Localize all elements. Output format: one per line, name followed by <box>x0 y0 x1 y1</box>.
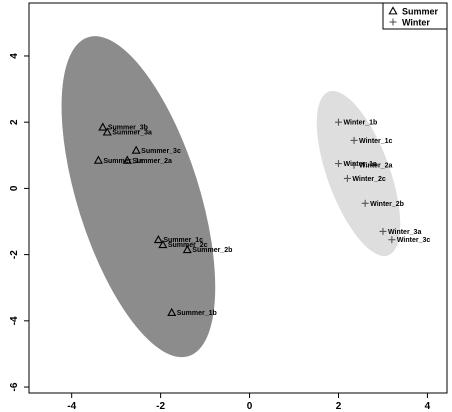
summer-point <box>122 155 132 164</box>
data-points: Summer_3bSummer_3aSummer_3cSummer_1aSumm… <box>93 118 431 317</box>
y-tick-label: -6 <box>9 382 20 391</box>
summer-point <box>158 239 168 249</box>
winter-point <box>334 160 342 168</box>
x-tick-label: 2 <box>336 401 342 412</box>
summer-point <box>93 155 103 164</box>
ellipse-winter <box>316 90 401 257</box>
winter-point <box>343 174 351 182</box>
winter-point <box>388 236 396 244</box>
point-label: Winter_3a <box>388 229 422 236</box>
x-axis: -4 -2 0 2 4 <box>67 393 431 412</box>
point-label: Winter_2b <box>370 201 404 208</box>
point-label: Winter_3c <box>397 237 431 244</box>
point-label: Winter_1b <box>343 120 377 127</box>
legend-label: Winter <box>402 18 430 28</box>
winter-point <box>350 136 358 144</box>
summer-point <box>167 307 177 316</box>
point-label: Summer_1c <box>163 237 203 244</box>
point-label: Winter_2a <box>359 163 393 170</box>
point-label: Summer_3c <box>141 148 181 155</box>
x-tick-label: -4 <box>67 401 76 412</box>
point-label: Summer_2b <box>192 247 232 254</box>
y-tick-label: 2 <box>9 119 20 125</box>
summer-point <box>153 234 163 244</box>
point-label: Summer_3a <box>112 130 152 137</box>
summer-point <box>131 145 141 154</box>
point-label: Summer_2c <box>168 242 208 249</box>
winter-point <box>334 118 342 126</box>
point-label: Winter_2c <box>352 176 386 183</box>
summer-point <box>98 122 108 131</box>
point-label: Summer_3b <box>108 125 148 132</box>
group-ellipses <box>61 36 401 358</box>
point-label: Winter_1c <box>359 138 393 145</box>
ellipse-summer <box>61 36 216 358</box>
winter-point <box>379 227 387 235</box>
point-label: Summer_1b <box>177 310 217 317</box>
winter-point <box>361 199 369 207</box>
x-tick-label: 4 <box>425 401 431 412</box>
point-label: Summer_2a <box>132 158 172 165</box>
x-tick-label: 0 <box>247 401 253 412</box>
legend-label: Summer <box>402 7 439 17</box>
summer-point <box>182 244 192 254</box>
legend-marker-summer <box>388 6 398 15</box>
y-tick-label: 4 <box>9 53 20 59</box>
plot-frame <box>28 2 448 394</box>
y-tick-label: 0 <box>9 185 20 191</box>
x-tick-label: -2 <box>156 401 165 412</box>
y-tick-label: -2 <box>9 250 20 259</box>
y-axis: 4 2 0 -2 -4 -6 <box>9 53 29 391</box>
point-label: Winter_1a <box>343 161 377 168</box>
point-label: Summer_1a <box>103 158 143 165</box>
y-tick-label: -4 <box>9 316 20 325</box>
legend-marker-winter <box>389 18 397 26</box>
winter-point <box>350 161 358 169</box>
summer-point <box>102 127 112 136</box>
legend-box <box>382 2 448 30</box>
